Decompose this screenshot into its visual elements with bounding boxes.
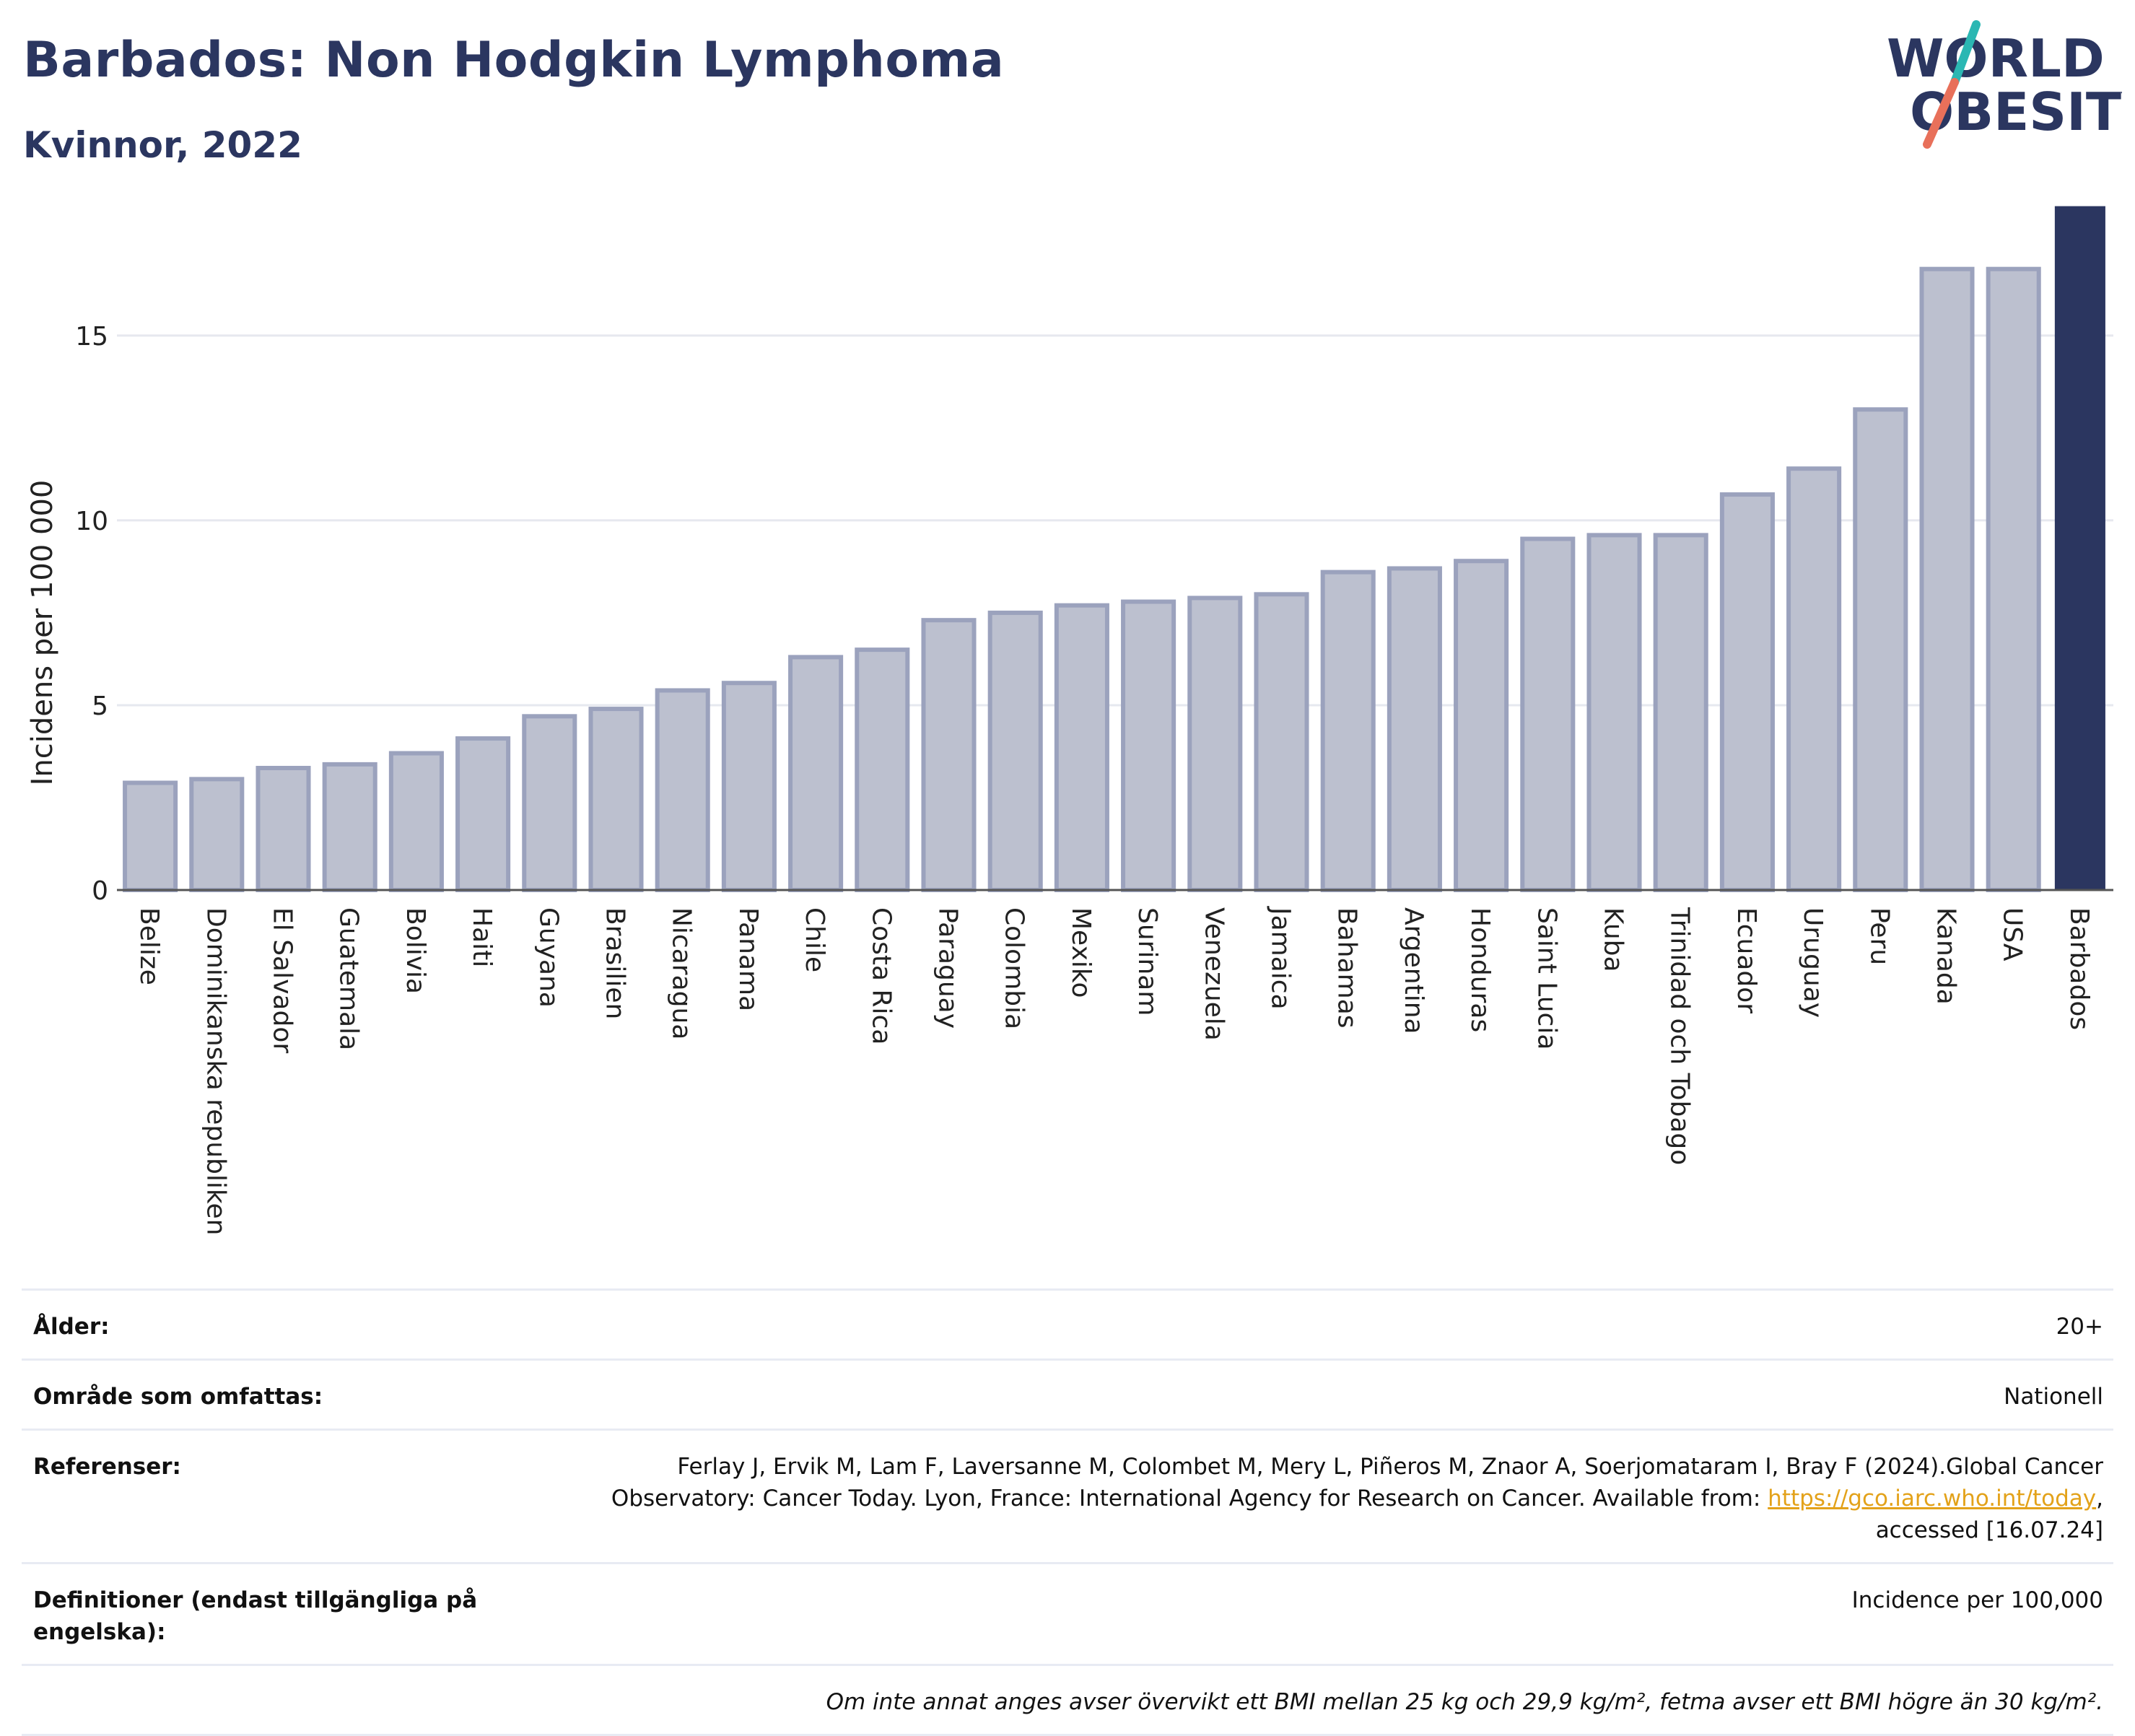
x-tick-label: Ecuador [1732, 907, 1761, 1013]
bmi-note: Om inte annat anges avser övervikt ett B… [826, 1689, 2103, 1715]
x-tick-label: Mexiko [1066, 907, 1096, 998]
bar [388, 751, 444, 892]
grid-lines [117, 334, 2113, 707]
x-tick-label: Guatemala [334, 907, 364, 1050]
x-tick-label: Bolivia [401, 907, 430, 994]
x-tick-label: Brasilien [601, 907, 630, 1019]
bar [1320, 570, 1376, 892]
bar [1786, 466, 1842, 892]
reference-accessed: , accessed [16.07.24] [1875, 1486, 2103, 1543]
bar [1520, 536, 1576, 892]
bar [1121, 599, 1176, 893]
bar [522, 714, 577, 893]
x-tick-label: Guyana [533, 907, 563, 1008]
y-tick-label: 0 [92, 876, 108, 906]
x-tick-label: Trinidad och Tobago [1665, 907, 1695, 1165]
x-tick-label: El Salvador [268, 907, 297, 1053]
x-tick-label: Bahamas [1332, 907, 1362, 1029]
x-tick-label: Costa Rica [866, 907, 896, 1044]
bar [322, 762, 377, 892]
meta-value-definitions: Incidence per 100,000 [1851, 1587, 2103, 1613]
chart-subtitle: Kvinnor, 2022 [23, 124, 302, 166]
meta-label-age: Ålder: [33, 1314, 110, 1340]
bar-chart: Belize Dominikanska republiken El Salvador… [26, 206, 2113, 1235]
y-axis-title: Incidens per 100 000 [26, 480, 59, 786]
bar [855, 647, 910, 892]
meta-row-area: Område som omfattas: Nationell [22, 1358, 2113, 1429]
bar [1054, 603, 1109, 892]
meta-row-age: Ålder: 20+ [22, 1288, 2113, 1358]
x-tick-label: Chile [800, 907, 829, 972]
reference-text: Ferlay J, Ervik M, Lam F, Laversanne M, … [611, 1454, 2103, 1512]
bar [1187, 596, 1243, 892]
x-tick-labels: Belize Dominikanska republiken El Salvador… [134, 906, 2094, 1235]
logo-slash-teal [1950, 20, 1981, 87]
meta-value-age: 20+ [2056, 1314, 2103, 1340]
x-tick-label: Haiti [467, 907, 497, 967]
meta-row-references: Referenser: Ferlay J, Ervik M, Lam F, La… [22, 1429, 2113, 1562]
meta-label-references: Referenser: [33, 1454, 181, 1480]
x-tick-label: Saint Lucia [1532, 907, 1561, 1050]
x-tick-label: Nicaragua [667, 907, 697, 1039]
bar [721, 681, 777, 893]
bar [921, 618, 977, 892]
x-tick-label: Honduras [1465, 907, 1495, 1032]
x-tick-label: Kanada [1931, 907, 1961, 1005]
x-tick-label: Jamaica [1266, 906, 1296, 1010]
logo-text-world: WORLD [1887, 28, 2105, 89]
meta-value-area: Nationell [2004, 1384, 2103, 1410]
bar [123, 780, 178, 893]
bar [1919, 266, 1975, 893]
x-tick-label: Colombia [1000, 907, 1029, 1029]
meta-label-area: Område som omfattas: [33, 1384, 323, 1410]
reference-link[interactable]: https://gco.iarc.who.int/today [1768, 1486, 2097, 1512]
chart-title: Barbados: Non Hodgkin Lymphoma [23, 32, 1005, 89]
x-tick-label: Peru [1864, 907, 1894, 965]
bar [1586, 533, 1642, 892]
y-tick-label: 15 [75, 322, 108, 352]
x-tick-label: Venezuela [1199, 907, 1228, 1041]
bar [1254, 592, 1309, 892]
bar [1853, 407, 1908, 892]
meta-value-references: Ferlay J, Ervik M, Lam F, Laversanne M, … [573, 1451, 2103, 1546]
y-tick-label: 5 [92, 692, 108, 721]
meta-row-note: Om inte annat anges avser övervikt ett B… [22, 1664, 2113, 1736]
meta-label-definitions: Definitioner (endast tillgängliga på eng… [33, 1587, 478, 1645]
x-tick-label: Paraguay [933, 907, 963, 1029]
bar [256, 766, 311, 892]
bar [1719, 492, 1775, 892]
y-tick-label: 10 [75, 507, 108, 536]
x-tick-label: Barbados [2064, 907, 2094, 1030]
bar [1387, 566, 1442, 893]
metadata-table: Ålder: 20+ Område som omfattas: Nationel… [22, 1288, 2113, 1736]
bar [655, 688, 710, 892]
x-tick-label: Belize [134, 907, 164, 985]
x-tick-label: Uruguay [1798, 907, 1828, 1018]
bar [588, 707, 644, 892]
bar [189, 777, 245, 892]
bar [1653, 533, 1708, 892]
logo-slash-coral [1923, 78, 1959, 149]
x-tick-label: Surinam [1132, 907, 1162, 1016]
world-obesity-logo: WORLD OBESITY [1887, 20, 2122, 149]
y-tick-labels: 0 5 10 15 [75, 322, 108, 906]
x-tick-label: Dominikanska republiken [201, 907, 230, 1235]
x-tick-label: USA [1998, 907, 2027, 961]
meta-row-definitions: Definitioner (endast tillgängliga på eng… [22, 1562, 2113, 1664]
bar [2054, 206, 2105, 891]
bar [455, 736, 511, 893]
bars [123, 206, 2105, 893]
bar [987, 610, 1043, 893]
bar [1986, 266, 2041, 893]
bar [1454, 559, 1509, 892]
x-tick-label: Kuba [1599, 907, 1628, 972]
bar [788, 655, 844, 892]
x-tick-label: Argentina [1399, 907, 1428, 1034]
x-tick-label: Panama [733, 907, 763, 1011]
